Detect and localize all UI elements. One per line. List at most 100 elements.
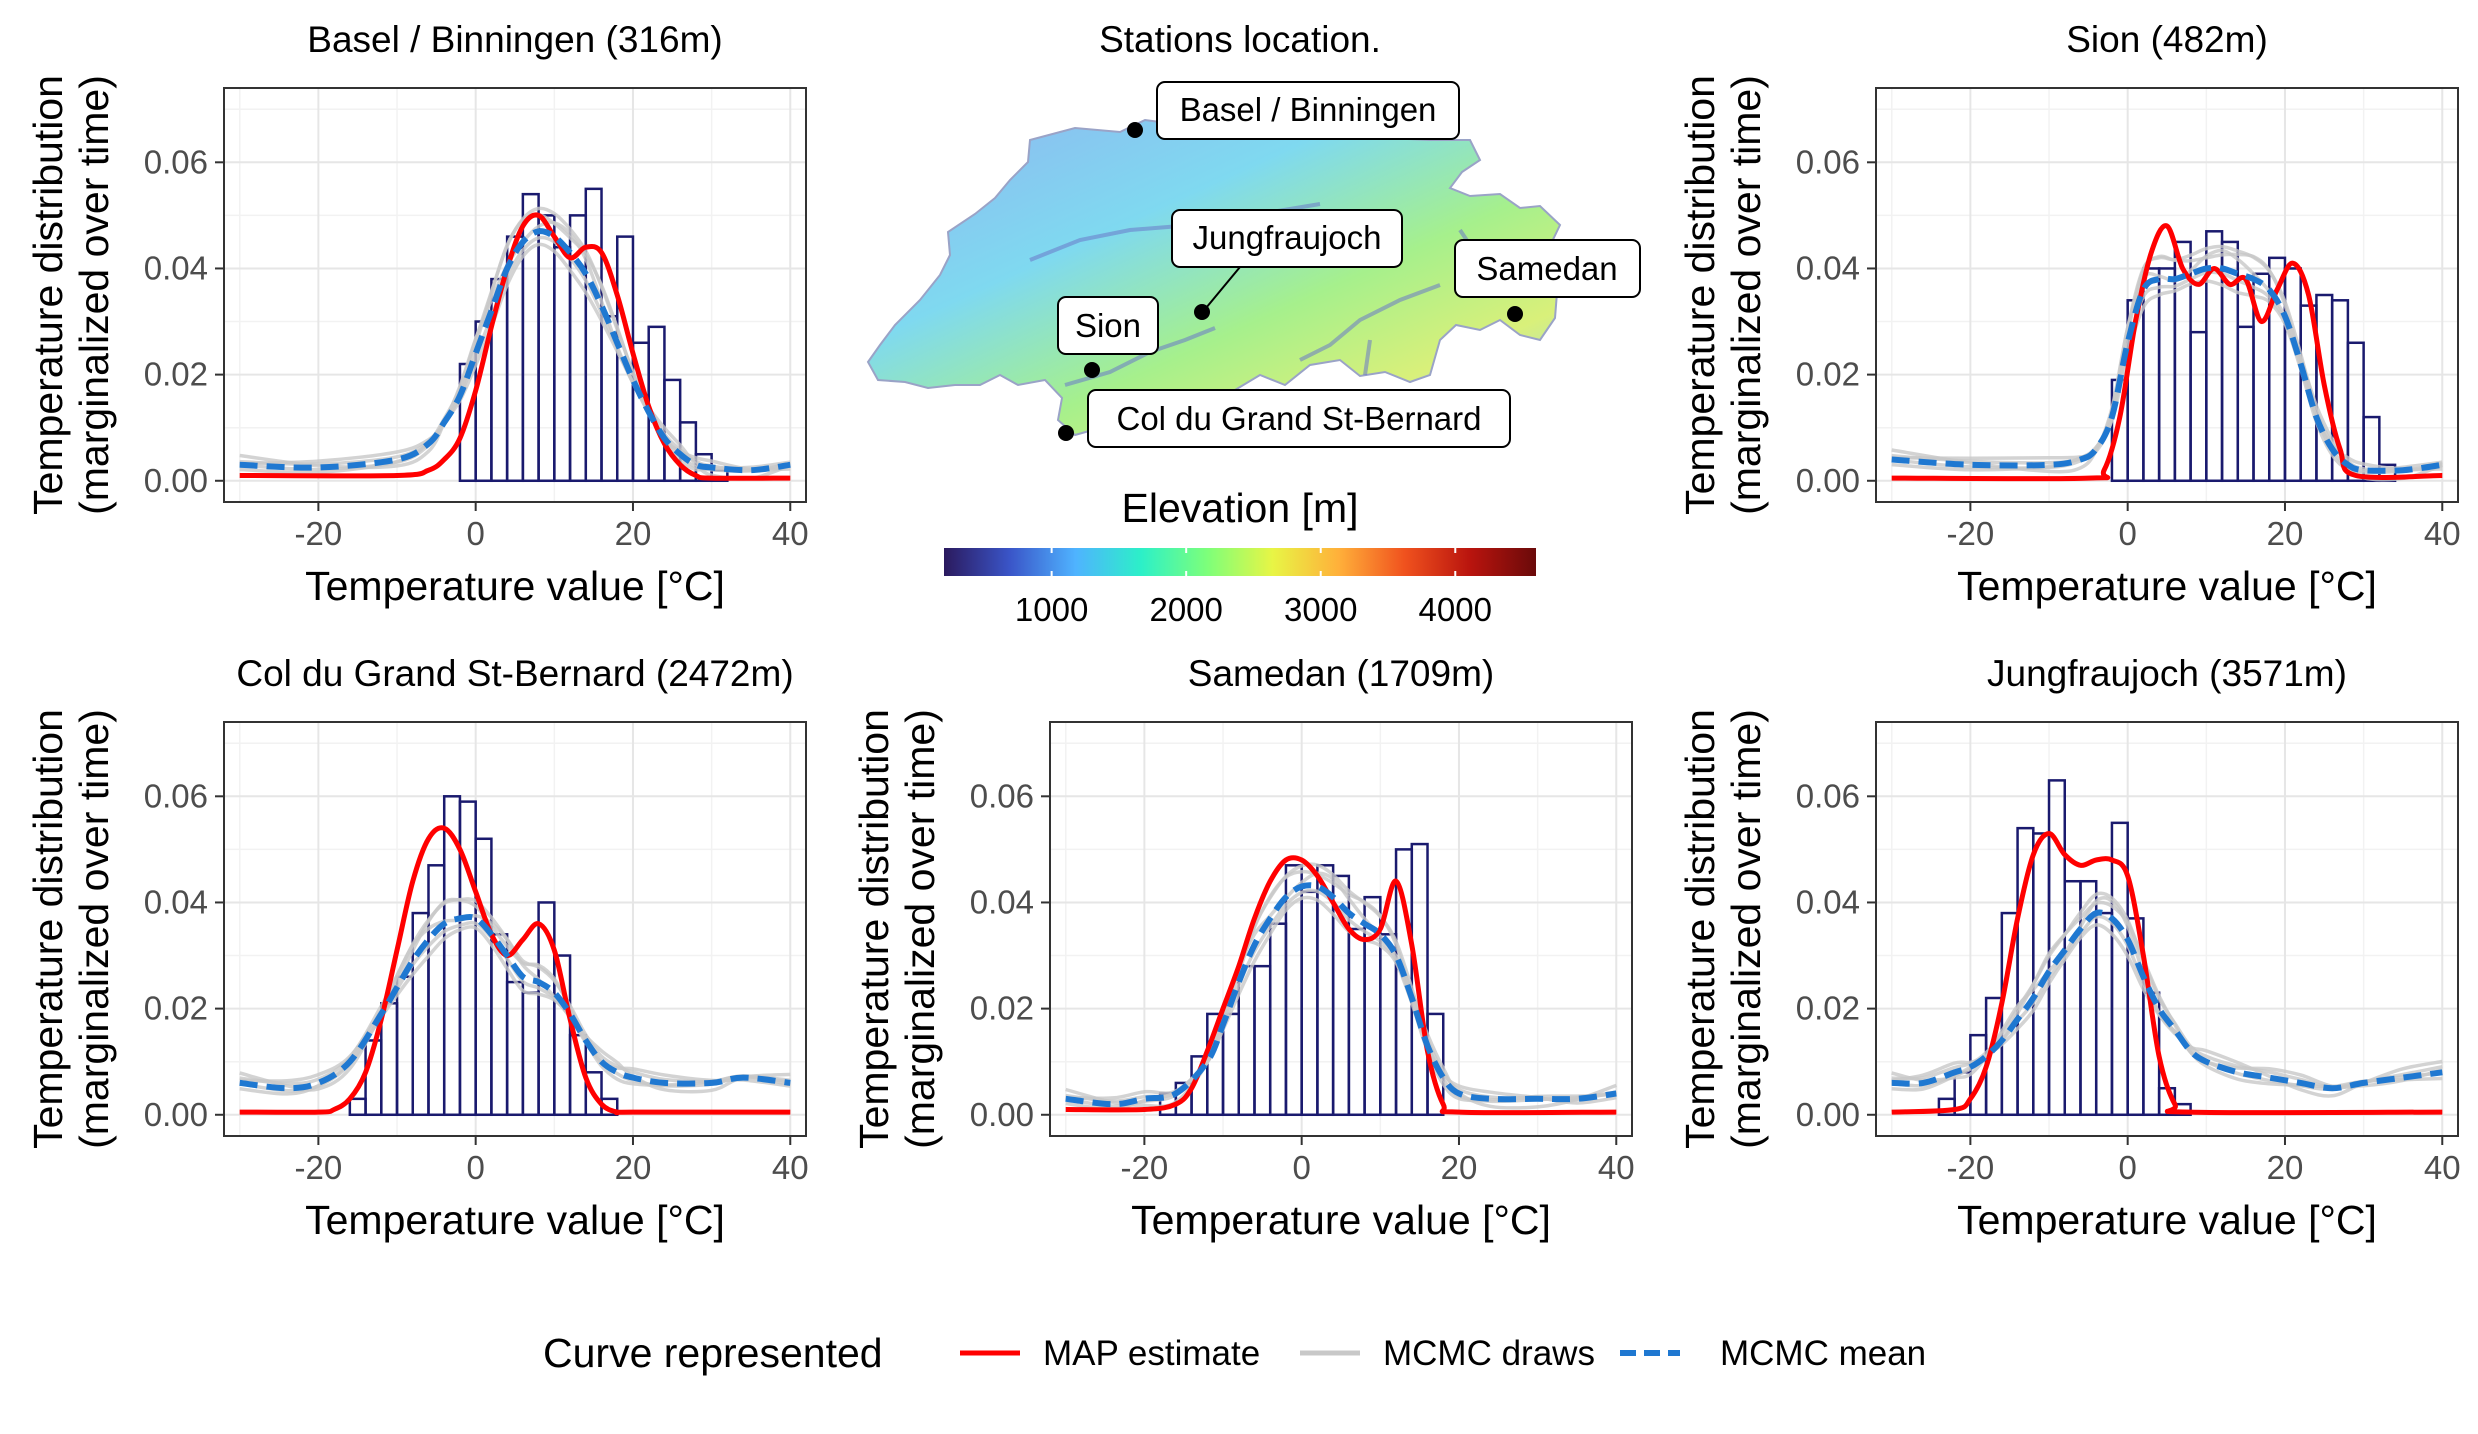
y-tick-label: 0.06 bbox=[1796, 777, 1860, 814]
station-label: Samedan bbox=[1476, 250, 1617, 287]
x-tick-label: -20 bbox=[295, 515, 343, 552]
x-tick-label: 20 bbox=[615, 515, 652, 552]
station-label-box bbox=[1454, 239, 1641, 298]
x-tick-label: 20 bbox=[615, 1149, 652, 1186]
panel-border bbox=[1875, 721, 2459, 1137]
station-label: Jungfraujoch bbox=[1193, 219, 1382, 256]
mcmc-mean-line bbox=[239, 913, 791, 1092]
map-estimate-line bbox=[1891, 223, 2443, 482]
histogram-bar bbox=[584, 1071, 603, 1117]
x-tick-label: 0 bbox=[1292, 1149, 1310, 1186]
y-tick-label: 0.04 bbox=[970, 883, 1034, 920]
x-tick-label: -20 bbox=[1121, 1149, 1169, 1186]
x-tick-label: 20 bbox=[2267, 515, 2304, 552]
mcmc-mean-line bbox=[239, 228, 791, 474]
y-axis-label: Temperature distribution(marginalized ov… bbox=[851, 709, 943, 1149]
y-axis-label-line: Temperature distribution bbox=[1677, 75, 1723, 515]
panel-border bbox=[1049, 721, 1633, 1137]
panel-title: Jungfraujoch (3571m) bbox=[1987, 653, 2347, 694]
x-tick-label: 40 bbox=[2424, 515, 2461, 552]
plot-background bbox=[224, 88, 806, 502]
y-axis-label: Temperature distribution(marginalized ov… bbox=[25, 75, 117, 515]
switzerland-map-shape bbox=[866, 118, 1562, 437]
mcmc-draw-line bbox=[1891, 891, 2443, 1089]
x-tick-label: 40 bbox=[772, 1149, 809, 1186]
station-dot bbox=[1058, 425, 1074, 441]
x-axis-label: Temperature value [°C] bbox=[1957, 1197, 2377, 1243]
x-tick-label: 0 bbox=[2118, 1149, 2136, 1186]
station-basel: Basel / Binningen bbox=[1127, 81, 1460, 140]
station-dot bbox=[1084, 362, 1100, 378]
legend-item-map-estimate: MAP estimate bbox=[960, 1334, 1260, 1373]
y-axis-label-line: (marginalized over time) bbox=[71, 709, 117, 1149]
x-tick-label: 20 bbox=[1441, 1149, 1478, 1186]
y-tick-label: 0.04 bbox=[144, 249, 208, 286]
y-tick-label: 0.02 bbox=[1796, 990, 1860, 1027]
panel-title: Col du Grand St-Bernard (2472m) bbox=[236, 653, 793, 694]
legend: Curve represented MAP estimate MCMC draw… bbox=[543, 1330, 1926, 1376]
x-tick-label: -20 bbox=[1947, 1149, 1995, 1186]
mcmc-draw-line bbox=[239, 897, 791, 1086]
map-panel: Stations location. Basel / Binningen Jun… bbox=[866, 19, 1641, 628]
histogram-bar bbox=[1410, 842, 1429, 1117]
y-axis-label-line: (marginalized over time) bbox=[1723, 75, 1769, 515]
panel-basel: -20 0 20 40 0.00 0.02 0.04 0.06 Basel / Binninge… bbox=[25, 19, 809, 609]
x-axis-label: Temperature value [°C] bbox=[305, 563, 725, 609]
panel-samedan: -20 0 20 40 0.00 0.02 0.04 0.06 Samedan (1709m) T… bbox=[851, 653, 1635, 1243]
x-tick-label: 0 bbox=[466, 515, 484, 552]
colorbar-tick-label: 1000 bbox=[1015, 591, 1088, 628]
y-axis-label-line: (marginalized over time) bbox=[1723, 709, 1769, 1149]
colorbar-tick-label: 2000 bbox=[1149, 591, 1222, 628]
y-tick-label: 0.00 bbox=[144, 1096, 208, 1133]
panel-title: Sion (482m) bbox=[2066, 19, 2268, 60]
station-sion: Sion bbox=[1057, 296, 1159, 378]
colorbar-tick-label: 4000 bbox=[1419, 591, 1492, 628]
station-leader-line bbox=[1205, 266, 1241, 309]
mcmc-draw-line bbox=[239, 206, 791, 473]
panel-grand-st-bernard: -20 0 20 40 0.00 0.02 0.04 0.06 Col du Grand St-… bbox=[25, 653, 809, 1243]
station-grand-st-bernard: Col du Grand St-Bernard bbox=[1058, 389, 1511, 448]
y-axis-label-line: Temperature distribution bbox=[1677, 709, 1723, 1149]
histogram-bar bbox=[2346, 341, 2365, 483]
panel-sion: -20 0 20 40 0.00 0.02 0.04 0.06 Sion (482m) Tempe… bbox=[1677, 19, 2461, 609]
station-label: Sion bbox=[1075, 307, 1141, 344]
legend-item-mcmc-draws: MCMC draws bbox=[1300, 1334, 1595, 1373]
map-estimate-line bbox=[239, 825, 791, 1116]
station-samedan: Samedan bbox=[1454, 239, 1641, 322]
y-axis-label-line: Temperature distribution bbox=[25, 75, 71, 515]
mcmc-draw-line bbox=[1065, 862, 1617, 1103]
x-tick-label: 40 bbox=[2424, 1149, 2461, 1186]
x-tick-label: -20 bbox=[1947, 515, 1995, 552]
legend-label: MCMC mean bbox=[1720, 1334, 1926, 1373]
y-tick-label: 0.00 bbox=[1796, 462, 1860, 499]
y-tick-label: 0.06 bbox=[1796, 143, 1860, 180]
station-dot bbox=[1127, 122, 1143, 138]
x-axis-label: Temperature value [°C] bbox=[1957, 563, 2377, 609]
y-tick-label: 0.06 bbox=[144, 777, 208, 814]
x-tick-label: 0 bbox=[466, 1149, 484, 1186]
station-dot bbox=[1507, 306, 1523, 322]
y-tick-label: 0.06 bbox=[144, 143, 208, 180]
mcmc-mean-line bbox=[1891, 909, 2443, 1092]
y-tick-label: 0.04 bbox=[144, 883, 208, 920]
station-label-box bbox=[1087, 389, 1511, 448]
y-tick-label: 0.00 bbox=[144, 462, 208, 499]
station-label: Basel / Binningen bbox=[1180, 91, 1437, 128]
mcmc-mean-line bbox=[1891, 264, 2443, 474]
station-label-box bbox=[1057, 296, 1159, 355]
y-tick-label: 0.02 bbox=[144, 356, 208, 393]
panel-title: Samedan (1709m) bbox=[1188, 653, 1494, 694]
x-tick-label: 40 bbox=[772, 515, 809, 552]
x-tick-label: 20 bbox=[2267, 1149, 2304, 1186]
y-tick-label: 0.00 bbox=[970, 1096, 1034, 1133]
panel-border bbox=[1875, 87, 2459, 503]
station-label-box bbox=[1171, 209, 1403, 268]
legend-label: MAP estimate bbox=[1043, 1334, 1260, 1373]
y-tick-label: 0.02 bbox=[970, 990, 1034, 1027]
x-tick-label: 0 bbox=[2118, 515, 2136, 552]
y-tick-label: 0.04 bbox=[1796, 249, 1860, 286]
y-tick-label: 0.04 bbox=[1796, 883, 1860, 920]
station-label: Col du Grand St-Bernard bbox=[1116, 400, 1481, 437]
station-jungfraujoch: Jungfraujoch bbox=[1171, 209, 1403, 320]
